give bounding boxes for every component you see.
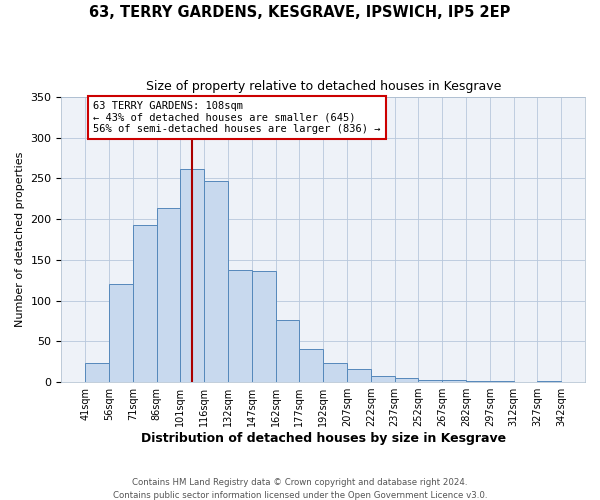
Bar xyxy=(347,369,371,382)
Bar xyxy=(228,270,252,382)
Bar xyxy=(395,378,418,382)
Bar xyxy=(252,272,275,382)
X-axis label: Distribution of detached houses by size in Kesgrave: Distribution of detached houses by size … xyxy=(140,432,506,445)
Bar xyxy=(323,362,347,382)
Bar xyxy=(157,208,181,382)
Bar xyxy=(371,376,395,382)
Bar xyxy=(109,284,133,382)
Bar xyxy=(275,320,299,382)
Text: Contains HM Land Registry data © Crown copyright and database right 2024.
Contai: Contains HM Land Registry data © Crown c… xyxy=(113,478,487,500)
Bar xyxy=(299,350,323,382)
Text: 63 TERRY GARDENS: 108sqm
← 43% of detached houses are smaller (645)
56% of semi-: 63 TERRY GARDENS: 108sqm ← 43% of detach… xyxy=(93,101,380,134)
Bar xyxy=(418,380,442,382)
Y-axis label: Number of detached properties: Number of detached properties xyxy=(15,152,25,327)
Bar xyxy=(442,380,466,382)
Title: Size of property relative to detached houses in Kesgrave: Size of property relative to detached ho… xyxy=(146,80,501,93)
Bar xyxy=(85,362,109,382)
Bar xyxy=(133,225,157,382)
Bar xyxy=(204,181,228,382)
Text: 63, TERRY GARDENS, KESGRAVE, IPSWICH, IP5 2EP: 63, TERRY GARDENS, KESGRAVE, IPSWICH, IP… xyxy=(89,5,511,20)
Bar xyxy=(181,170,204,382)
